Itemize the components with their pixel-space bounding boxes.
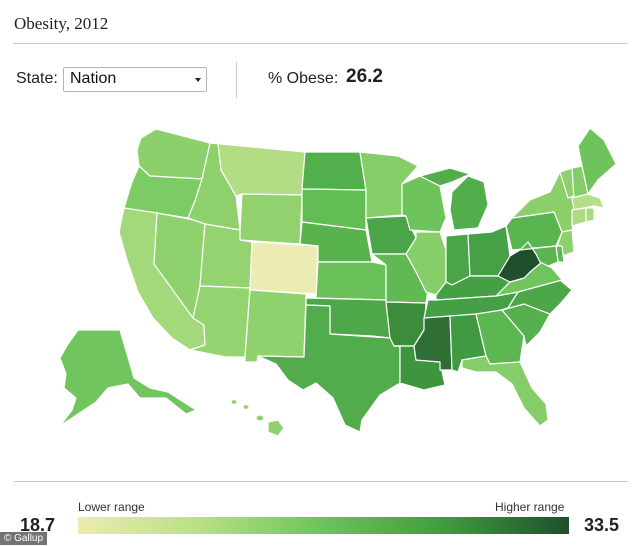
gallup-credit: © Gallup: [0, 532, 48, 545]
state-wyoming[interactable]: [239, 193, 303, 245]
state-maryland[interactable]: [519, 241, 559, 267]
state-illinois[interactable]: [405, 231, 447, 296]
state-hawaii-oahu[interactable]: [242, 403, 250, 411]
state-select-value: Nation: [70, 70, 117, 87]
state-hawaii-maui[interactable]: [255, 414, 265, 422]
page-title: Obesity, 2012: [14, 14, 109, 33]
obese-stat-value: 26.2: [346, 66, 383, 87]
state-north-dakota[interactable]: [301, 151, 367, 191]
state-michigan-upper[interactable]: [419, 167, 471, 187]
state-michigan[interactable]: [449, 175, 489, 231]
state-select[interactable]: Nation: [63, 67, 207, 92]
state-rhode-island[interactable]: [585, 207, 595, 223]
state-florida[interactable]: [461, 355, 549, 427]
chevron-down-icon: [195, 78, 201, 82]
state-hawaii-big-island[interactable]: [267, 419, 285, 437]
state-hawaii-kauai[interactable]: [230, 398, 238, 406]
legend-min-value: 18.7: [20, 515, 56, 535]
legend-divider: [14, 481, 628, 482]
state-new-mexico[interactable]: [244, 289, 307, 363]
legend-high-label: Higher range: [495, 500, 565, 514]
state-kansas[interactable]: [315, 261, 387, 301]
legend-color-scale: [78, 517, 569, 534]
state-texas[interactable]: [257, 304, 401, 433]
state-alaska[interactable]: [59, 329, 197, 427]
state-connecticut[interactable]: [571, 207, 587, 227]
obese-stat-label: % Obese:: [268, 70, 339, 87]
title-divider: [14, 43, 628, 44]
state-washington[interactable]: [136, 128, 211, 180]
controls-divider: [236, 62, 237, 98]
state-maine[interactable]: [577, 127, 617, 195]
legend-low-label: Lower range: [78, 500, 145, 514]
state-colorado[interactable]: [249, 241, 319, 295]
state-select-label: State:: [16, 70, 58, 87]
legend-max-value: 33.5: [584, 515, 620, 535]
